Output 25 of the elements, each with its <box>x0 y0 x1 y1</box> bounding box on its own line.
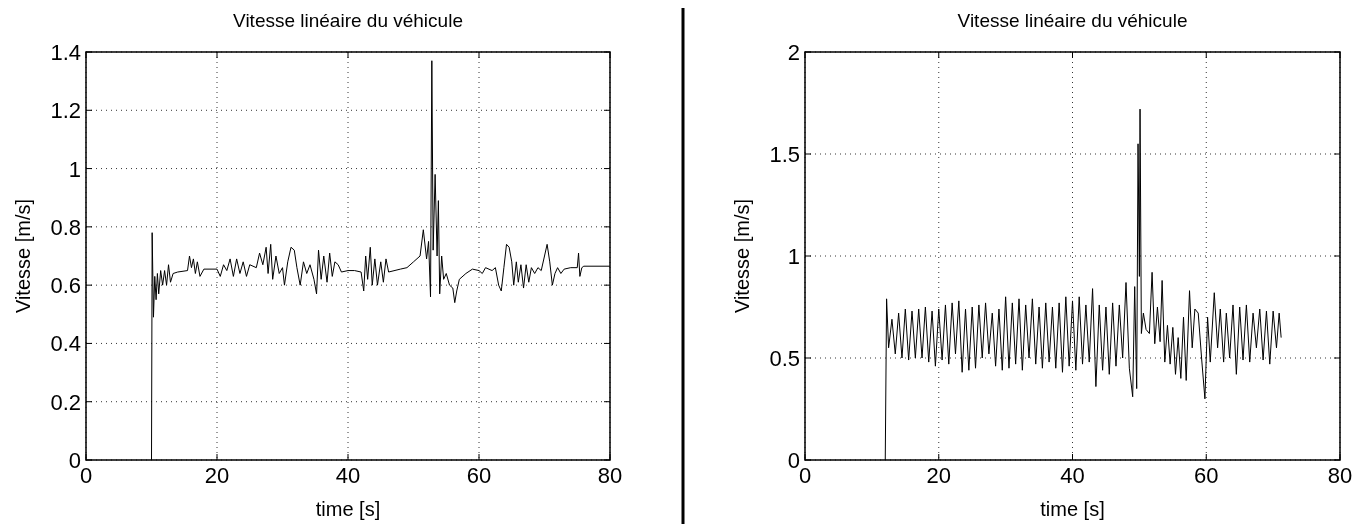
y-tick-label: 1.5 <box>769 142 800 167</box>
y-tick-label: 1.4 <box>50 40 81 65</box>
y-tick-label: 0.4 <box>50 331 81 357</box>
y-tick-label: 1 <box>68 156 81 182</box>
y-tick-label: 0.5 <box>769 346 800 371</box>
y-tick-label: 0.2 <box>50 389 81 415</box>
x-tick-label: 20 <box>204 463 230 488</box>
x-tick-label: 40 <box>335 463 361 488</box>
y-tick-label: 2 <box>787 40 800 65</box>
x-tick-label: 20 <box>926 463 951 488</box>
x-tick-label: 60 <box>1194 463 1219 488</box>
x-tick-label: 60 <box>466 463 492 488</box>
y-tick-label: 0.8 <box>50 214 81 240</box>
x-tick-label: 80 <box>1327 463 1353 488</box>
x-tick-label: 40 <box>1060 463 1085 488</box>
x-axis-title: time [s] <box>1040 498 1105 520</box>
y-tick-label: 0.6 <box>50 273 81 299</box>
y-tick-label: 1 <box>787 244 800 269</box>
chart-title: Vitesse linéaire du véhicule <box>957 10 1188 31</box>
y-axis-title: Vitesse [m/s] <box>12 198 34 314</box>
y-axis-title: Vitesse [m/s] <box>731 198 753 314</box>
x-tick-label: 80 <box>597 463 623 488</box>
chart-title: Vitesse linéaire du véhicule <box>233 10 463 31</box>
y-tick-label: 1.2 <box>50 98 81 124</box>
x-axis-title: time [s] <box>315 498 381 520</box>
